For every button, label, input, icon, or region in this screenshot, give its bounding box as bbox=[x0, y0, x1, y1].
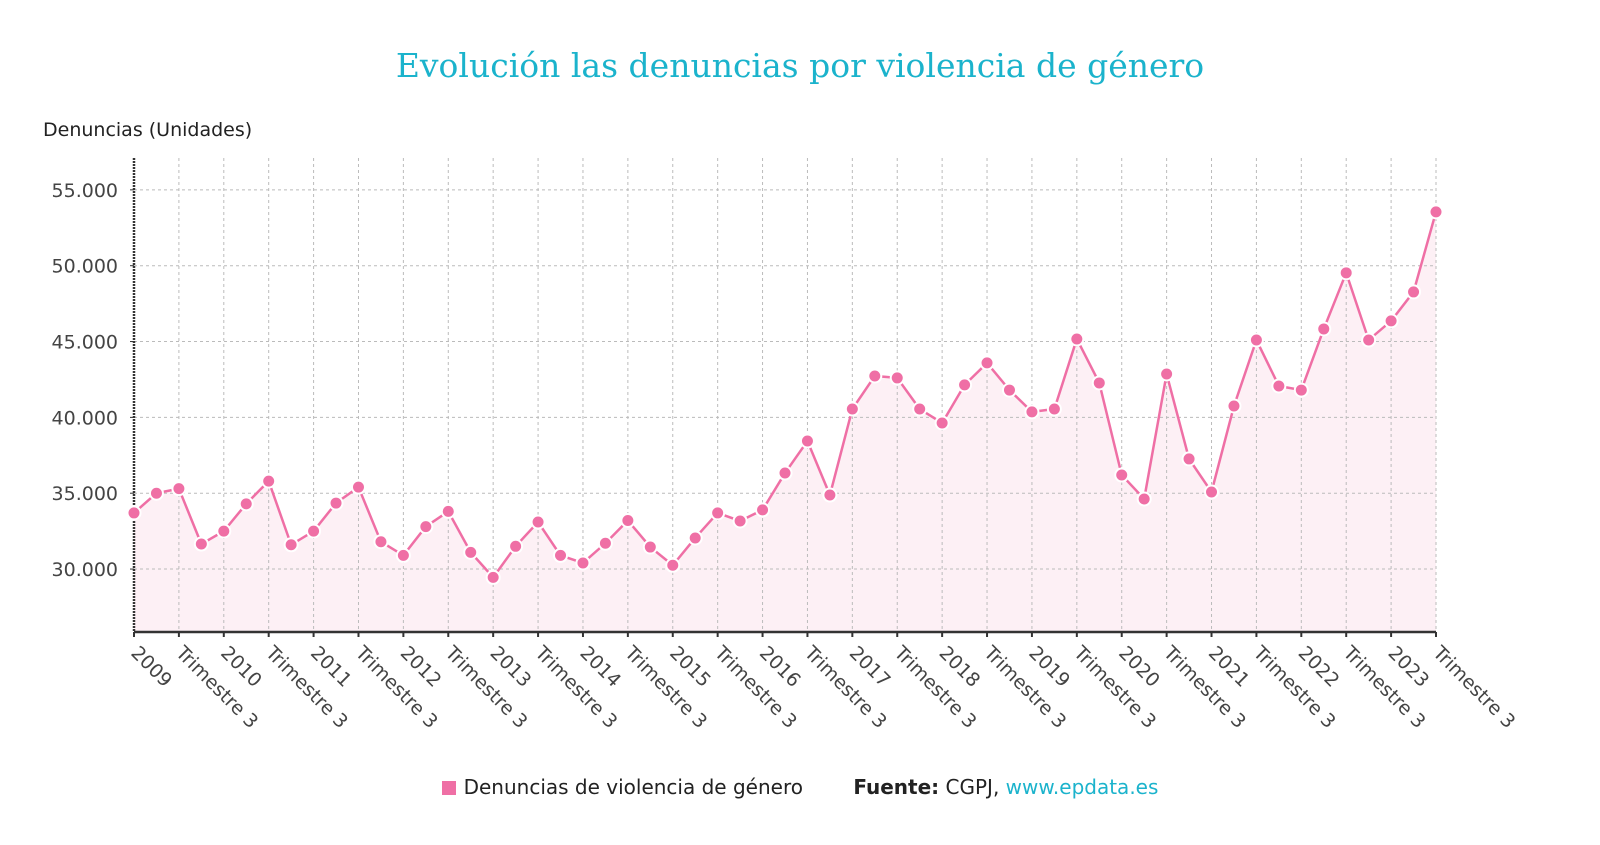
data-point bbox=[1091, 375, 1107, 391]
source-note: Fuente: CGPJ, www.epdata.es bbox=[853, 775, 1158, 799]
data-point bbox=[1361, 332, 1377, 348]
data-point bbox=[844, 401, 860, 417]
data-point bbox=[575, 555, 591, 571]
data-point bbox=[508, 538, 524, 554]
x-tick-label: Trimestre 3 bbox=[1428, 641, 1520, 733]
data-point bbox=[597, 535, 613, 551]
data-point bbox=[328, 495, 344, 511]
data-point bbox=[440, 503, 456, 519]
data-point bbox=[755, 502, 771, 518]
data-point bbox=[1181, 451, 1197, 467]
data-point bbox=[306, 523, 322, 539]
data-point bbox=[148, 485, 164, 501]
data-point bbox=[1316, 321, 1332, 337]
chart-title: Evolución las denuncias por violencia de… bbox=[395, 46, 1205, 85]
data-point bbox=[620, 513, 636, 529]
legend-swatch bbox=[441, 781, 456, 795]
data-point bbox=[216, 523, 232, 539]
data-point bbox=[957, 377, 973, 393]
data-point bbox=[1248, 332, 1264, 348]
y-tick-label: 50.000 bbox=[52, 256, 118, 278]
data-point bbox=[193, 536, 209, 552]
data-point bbox=[1383, 313, 1399, 329]
data-point bbox=[867, 368, 883, 384]
data-point bbox=[1406, 284, 1422, 300]
data-point bbox=[889, 370, 905, 386]
x-tick-label: 2009 bbox=[126, 642, 176, 692]
data-point bbox=[710, 505, 726, 521]
data-point bbox=[261, 473, 277, 489]
data-point bbox=[912, 401, 928, 417]
data-point bbox=[799, 433, 815, 449]
source-link[interactable]: www.epdata.es bbox=[1005, 775, 1159, 799]
legend-series-label: Denuncias de violencia de género bbox=[463, 775, 803, 799]
data-point bbox=[777, 465, 793, 481]
data-point bbox=[1338, 265, 1354, 281]
data-point bbox=[1001, 382, 1017, 398]
data-point bbox=[171, 481, 187, 497]
data-point bbox=[485, 569, 501, 585]
data-point bbox=[418, 519, 434, 535]
source-label: Fuente: bbox=[853, 775, 940, 799]
data-point bbox=[687, 530, 703, 546]
data-point bbox=[126, 505, 142, 521]
data-point bbox=[1204, 484, 1220, 500]
data-point bbox=[395, 547, 411, 563]
data-point bbox=[1293, 382, 1309, 398]
data-point bbox=[665, 557, 681, 573]
y-axis-label: Denuncias (Unidades) bbox=[43, 119, 253, 141]
data-point bbox=[350, 479, 366, 495]
data-point bbox=[1114, 467, 1130, 483]
data-point bbox=[822, 487, 838, 503]
y-tick-label: 40.000 bbox=[52, 407, 118, 429]
y-tick-label: 30.000 bbox=[52, 559, 118, 581]
data-point bbox=[1271, 378, 1287, 394]
legend: Denuncias de violencia de género Fuente:… bbox=[0, 775, 1600, 799]
data-point bbox=[1428, 204, 1444, 220]
data-point bbox=[979, 355, 995, 371]
chart-plot: 30.000 35.000 40.000 45.000 50.000 55.000 2009… bbox=[52, 158, 1520, 733]
data-point bbox=[530, 514, 546, 530]
series-area bbox=[134, 211, 1436, 632]
data-point bbox=[463, 544, 479, 560]
y-tick-label: 45.000 bbox=[52, 332, 118, 354]
data-point bbox=[1136, 491, 1152, 507]
data-point bbox=[553, 547, 569, 563]
data-point bbox=[1024, 404, 1040, 420]
data-point bbox=[238, 496, 254, 512]
source-value: CGPJ, bbox=[945, 775, 1000, 799]
data-point bbox=[1226, 398, 1242, 414]
y-tick-label: 55.000 bbox=[52, 180, 118, 202]
data-point bbox=[732, 513, 748, 529]
data-point bbox=[1159, 366, 1175, 382]
data-point bbox=[283, 537, 299, 553]
y-tick-label: 35.000 bbox=[52, 483, 118, 505]
data-point bbox=[1069, 331, 1085, 347]
data-point bbox=[1046, 401, 1062, 417]
data-point bbox=[642, 539, 658, 555]
data-point bbox=[373, 534, 389, 550]
data-point bbox=[934, 415, 950, 431]
